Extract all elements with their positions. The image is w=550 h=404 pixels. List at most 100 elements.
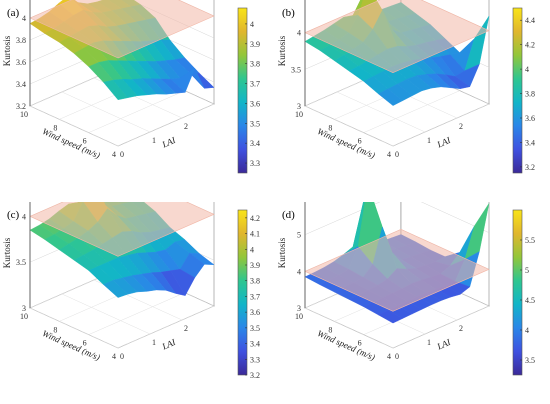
y-tick-label: 2 (184, 122, 188, 131)
x-tick-label: 8 (53, 123, 57, 132)
panel-label: (d) (282, 209, 295, 221)
colorbar-tick-label: 3.8 (525, 90, 535, 99)
colorbar-tick-label: 4 (250, 245, 254, 254)
y-tick-label: 0 (120, 150, 124, 159)
y-axis-label: LAI (160, 337, 178, 352)
colorbar-tick-label: 5 (525, 266, 529, 275)
z-tick-label: 4 (297, 29, 301, 38)
colorbar-tick-label: 3.4 (250, 139, 260, 148)
x-tick-label: 10 (20, 312, 28, 321)
colorbar (512, 209, 523, 376)
x-gridline (392, 103, 490, 147)
z-tick-label: 4 (22, 14, 26, 23)
y-gridline (61, 91, 151, 133)
panel-label: (a) (7, 7, 20, 19)
z-tick-label: 4 (22, 212, 26, 221)
z-tick-label: 3.4 (16, 80, 26, 89)
y-gridline (61, 293, 151, 335)
colorbar-tick-label: 3.6 (250, 99, 260, 108)
y-tick-label: 1 (152, 136, 156, 145)
z-tick-label: 3.8 (16, 36, 26, 45)
x-tick-label: 8 (53, 325, 57, 334)
z-tick-label: 4.5 (291, 0, 301, 1)
x-tick-label: 6 (83, 137, 87, 146)
x-tick-label: 4 (387, 150, 391, 159)
colorbar-tick-label: 3.3 (250, 159, 260, 168)
z-gridline (304, 202, 490, 235)
colorbar-tick-label: 4.4 (525, 16, 535, 25)
z-tick-label: 6 (297, 202, 301, 203)
z-tick-label: 3.6 (16, 58, 26, 67)
colorbar-tick-label: 3.8 (250, 277, 260, 286)
chart-d-svg: 3456Kurtosis46810Wind speed (m/s)012LAI(… (277, 202, 535, 376)
y-tick-label: 1 (427, 338, 431, 347)
chart-panel-c: 3 3.5 4 Kurtosis 4 6 8 10 Wind speed (m/s) 0 1 2 LAI… (0, 202, 275, 404)
z-axis-label: Kurtosis (277, 35, 287, 66)
z-tick-label: 3.5 (16, 258, 26, 267)
surface-patch (377, 310, 404, 324)
z-tick-label: 3.2 (16, 102, 26, 111)
x-gridline (363, 90, 460, 133)
x-tick-label: 4 (112, 352, 116, 361)
z-tick-label: 3 (297, 304, 301, 313)
colorbar-tick-label: 3.6 (250, 308, 260, 317)
surface-patch (102, 280, 128, 298)
colorbar-tick-label: 3.7 (250, 292, 260, 301)
surface-patch (102, 79, 128, 101)
y-tick-label: 0 (120, 352, 124, 361)
y-tick-label: 1 (152, 338, 156, 347)
panel-label: (c) (7, 209, 20, 221)
y-tick-label: 2 (459, 324, 463, 333)
colorbar-tick-label: 3.5 (250, 119, 260, 128)
y-tick-label: 0 (395, 150, 399, 159)
y-tick-label: 2 (459, 122, 463, 131)
z-tick-label: 3 (297, 102, 301, 111)
chart-a-svg: 3.23.43.63.844.2Kurtosis46810Wind speed … (2, 0, 260, 174)
colorbar-tick-label: 4 (250, 20, 254, 29)
y-axis-label: LAI (435, 135, 453, 150)
reference-plane (304, 0, 490, 73)
colorbar (512, 7, 523, 174)
colorbar-tick-label: 3.7 (250, 80, 260, 89)
colorbar-tick-label: 4 (525, 326, 529, 335)
y-gridline (304, 307, 394, 349)
y-axis-label: LAI (435, 337, 453, 352)
x-gridline (88, 292, 185, 335)
z-axis-label: Kurtosis (2, 237, 12, 268)
x-tick-label: 4 (387, 352, 391, 361)
reference-plane (29, 202, 215, 257)
colorbar (237, 209, 248, 376)
z-tick-label: 3 (22, 304, 26, 313)
y-tick-label: 2 (184, 324, 188, 333)
reference-plane (29, 0, 215, 59)
z-tick-label: 3.5 (291, 65, 301, 74)
x-gridline (117, 305, 215, 349)
colorbar-tick-label: 5.5 (525, 236, 535, 245)
x-tick-label: 8 (328, 325, 332, 334)
chart-panel-d: 3456Kurtosis46810Wind speed (m/s)012LAI(… (275, 202, 550, 404)
panel-label: (b) (282, 7, 295, 19)
x-tick-label: 10 (295, 110, 303, 119)
colorbar-tick-label: 3.9 (250, 40, 260, 49)
colorbar-tick-label: 3.5 (250, 324, 260, 333)
z-tick-label: 4.2 (16, 0, 26, 1)
colorbar-tick-label: 4.2 (250, 214, 260, 223)
colorbar-tick-label: 3.9 (250, 261, 260, 270)
chart-panel-a: 3.23.43.63.844.2Kurtosis46810Wind speed … (0, 0, 275, 202)
colorbar-tick-label: 3.5 (525, 356, 535, 365)
colorbar (237, 7, 248, 174)
colorbar-tick-label: 4 (525, 65, 529, 74)
x-tick-label: 4 (112, 150, 116, 159)
x-gridline (392, 305, 490, 349)
x-tick-label: 6 (83, 339, 87, 348)
colorbar-tick-label: 4.2 (525, 41, 535, 50)
z-tick-label: 5 (297, 231, 301, 240)
y-tick-label: 0 (395, 352, 399, 361)
z-axis-label: Kurtosis (277, 237, 287, 268)
colorbar-tick-label: 3.2 (525, 163, 535, 172)
reference-plane (304, 229, 490, 312)
y-gridline (304, 105, 394, 147)
z-tick-label: 4 (297, 267, 301, 276)
